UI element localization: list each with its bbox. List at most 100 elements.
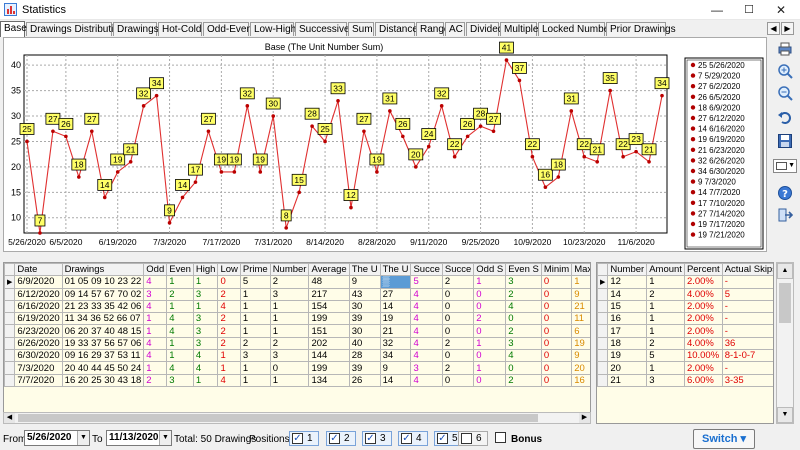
table-cell[interactable]: 0 <box>540 299 573 314</box>
table-cell[interactable]: 21 <box>607 373 648 387</box>
current-row-indicator-icon[interactable]: ▶ <box>4 275 16 289</box>
table-cell[interactable]: 0 <box>441 312 475 326</box>
table-cell[interactable]: 4 <box>143 336 168 351</box>
table-cell[interactable]: 2 <box>217 336 241 351</box>
table-row[interactable]: 6/12/2020 09 14 57 67 70 02 3 2 3 2 1 3 217 43 27 4… <box>4 287 590 301</box>
table-cell[interactable]: 2 <box>441 361 475 375</box>
table-cell[interactable]: 21 23 33 35 42 06 <box>61 299 145 314</box>
table-cell[interactable]: 5 <box>239 275 271 289</box>
table-cell[interactable]: 1 <box>269 373 310 387</box>
table-cell[interactable]: 7/7/2020 <box>14 373 63 387</box>
row-indicator[interactable] <box>4 299 16 314</box>
column-header[interactable]: Actual Skips <box>721 263 773 277</box>
table-cell[interactable]: 0 <box>269 361 310 375</box>
table-cell[interactable]: 1 <box>143 361 168 375</box>
table-cell[interactable]: 14 <box>607 287 648 301</box>
table-cell[interactable]: 4 <box>410 299 443 314</box>
table-cell[interactable]: 14 <box>379 299 412 314</box>
table-cell[interactable]: 217 <box>308 287 350 301</box>
table-cell[interactable]: 4 <box>410 373 443 387</box>
row-indicator[interactable] <box>4 336 16 351</box>
table-cell[interactable]: 2 <box>217 287 241 301</box>
table-cell[interactable]: 21 <box>571 299 590 314</box>
tab-scroll-right-icon[interactable]: ▶ <box>781 22 794 35</box>
table-cell[interactable]: 2.00% <box>683 312 723 326</box>
undo-icon[interactable] <box>777 109 793 125</box>
tab-low-high[interactable]: Low-High <box>250 22 296 36</box>
table-cell[interactable]: 9 <box>379 361 412 375</box>
table-cell[interactable]: 134 <box>308 373 350 387</box>
table-cell[interactable]: 151 <box>308 324 350 338</box>
table-cell[interactable]: 5 <box>721 287 773 301</box>
column-header[interactable]: The U <box>348 263 381 277</box>
position-checkbox-4[interactable]: ✓ 4 <box>398 431 428 446</box>
table-cell[interactable]: 1 <box>166 275 194 289</box>
table-cell[interactable]: 6/23/2020 <box>14 324 63 338</box>
table-cell[interactable]: 1 <box>239 361 271 375</box>
switch-button[interactable]: Switch ▾ <box>693 429 755 449</box>
row-indicator[interactable] <box>597 312 609 326</box>
table-row[interactable]: 17 1 2.00% - <box>597 324 773 338</box>
table-cell[interactable]: 1 <box>646 312 685 326</box>
table-cell[interactable]: 4 <box>410 349 443 363</box>
table-cell[interactable]: 154 <box>308 299 350 314</box>
column-header[interactable]: Even S <box>505 263 542 277</box>
position-checkbox-5[interactable]: ✓ 5 <box>434 431 464 446</box>
table-cell[interactable]: 20 <box>607 361 648 375</box>
table-cell[interactable]: 11 <box>571 312 590 326</box>
column-header[interactable]: Percent <box>683 263 723 277</box>
row-indicator[interactable] <box>4 312 16 326</box>
tab-locked-number[interactable]: Locked Number <box>538 22 613 36</box>
row-indicator[interactable] <box>597 349 609 363</box>
table-cell[interactable]: 6/12/2020 <box>14 287 63 301</box>
table-row[interactable]: 16 1 2.00% - <box>597 312 773 326</box>
column-header[interactable]: Drawings <box>61 263 145 277</box>
zoom-out-icon[interactable] <box>777 85 793 101</box>
table-cell[interactable]: 0 <box>505 312 542 326</box>
table-cell[interactable]: 2 <box>217 312 241 326</box>
table-cell[interactable]: 43 <box>348 287 381 301</box>
table-row[interactable]: ▶ 6/9/2020 01 05 09 10 23 22 4 1 1 0 5 2 48 9 ▒ 5 2 1 3… <box>4 275 590 289</box>
table-cell[interactable]: 0 <box>441 349 475 363</box>
from-date-dropdown-icon[interactable]: ▼ <box>77 431 89 445</box>
row-indicator[interactable] <box>597 361 609 375</box>
printer-icon[interactable] <box>777 41 793 57</box>
table-cell[interactable]: 202 <box>308 336 350 351</box>
table-row[interactable]: 19 5 10.00% 8-1-0-7 <box>597 349 773 363</box>
row-indicator[interactable] <box>4 287 16 301</box>
table-cell[interactable]: 6.00% <box>683 373 723 387</box>
table-cell[interactable]: 6/19/2020 <box>14 312 63 326</box>
table-cell[interactable]: 7/3/2020 <box>14 361 63 375</box>
table-cell[interactable]: 4 <box>143 349 168 363</box>
table-row[interactable]: 6/23/2020 06 20 37 40 48 15 1 4 3 2 1 1 151 30 21 4… <box>4 324 590 338</box>
table-cell[interactable]: 20 <box>571 361 590 375</box>
table-cell[interactable]: 10.00% <box>683 349 723 363</box>
table-cell[interactable]: 9 <box>348 275 381 289</box>
table-row[interactable]: ▶ 12 1 2.00% - <box>597 275 773 289</box>
row-indicator[interactable] <box>4 361 16 375</box>
save-icon[interactable] <box>777 133 793 149</box>
table-cell[interactable]: 3-35 <box>721 373 773 387</box>
drawings-table[interactable]: Date Drawings Odd Even High Low Prime Number Ave… <box>3 262 591 424</box>
column-header[interactable]: The U <box>379 263 412 277</box>
table-cell[interactable]: 1 <box>166 336 194 351</box>
table-cell[interactable]: 0 <box>473 373 507 387</box>
table-row[interactable]: 7/7/2020 16 20 25 30 43 18 2 3 1 4 1 1 134 26 14 4 0… <box>4 373 590 387</box>
table-cell[interactable]: 1 <box>269 324 310 338</box>
table-cell[interactable]: 9 <box>571 349 590 363</box>
table-cell[interactable]: 0 <box>540 324 573 338</box>
table-vertical-scrollbar[interactable]: ▲ ▼ <box>776 262 794 424</box>
table-cell[interactable]: 0 <box>473 349 507 363</box>
table-cell[interactable]: 19 <box>571 336 590 351</box>
table-cell[interactable]: 0 <box>441 324 475 338</box>
table-cell[interactable]: 1 <box>269 312 310 326</box>
table-cell[interactable]: 1 <box>166 299 194 314</box>
table-cell[interactable]: 2 <box>505 373 542 387</box>
table-cell[interactable]: 199 <box>308 312 350 326</box>
from-date-field[interactable]: 5/26/2020 ▼ <box>24 430 90 446</box>
current-row-indicator-icon[interactable]: ▶ <box>597 275 609 289</box>
table-cell[interactable]: 1 <box>166 349 194 363</box>
table-row[interactable]: 21 3 6.00% 3-35 <box>597 373 773 387</box>
table-cell[interactable]: ▒ <box>379 275 412 289</box>
table-cell[interactable]: 40 <box>348 336 381 351</box>
